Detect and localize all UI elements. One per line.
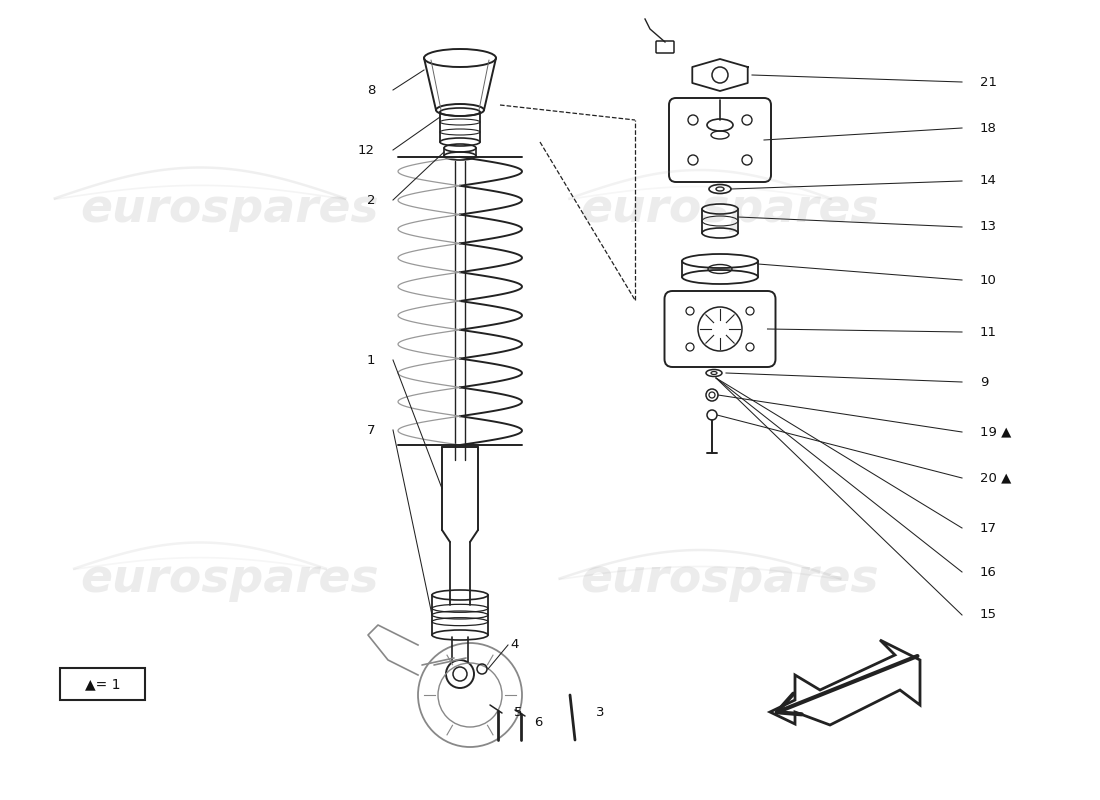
Text: 5: 5	[514, 706, 522, 718]
Text: 17: 17	[980, 522, 997, 534]
Text: 3: 3	[596, 706, 604, 718]
Text: 6: 6	[534, 715, 542, 729]
Text: eurospares: eurospares	[80, 187, 380, 233]
Text: eurospares: eurospares	[581, 187, 879, 233]
Text: 14: 14	[980, 174, 997, 187]
Text: eurospares: eurospares	[581, 558, 879, 602]
Text: ▲= 1: ▲= 1	[85, 677, 120, 691]
Text: 10: 10	[980, 274, 997, 286]
Text: 19 ▲: 19 ▲	[980, 426, 1011, 438]
Text: 16: 16	[980, 566, 997, 578]
Text: 11: 11	[980, 326, 997, 338]
Text: 2: 2	[366, 194, 375, 206]
Text: 20 ▲: 20 ▲	[980, 471, 1011, 485]
Text: 12: 12	[358, 143, 375, 157]
Text: 8: 8	[366, 83, 375, 97]
Text: 15: 15	[980, 609, 997, 622]
Text: 13: 13	[980, 221, 997, 234]
Text: 9: 9	[980, 375, 989, 389]
Text: 18: 18	[980, 122, 997, 134]
Text: 7: 7	[366, 423, 375, 437]
Text: eurospares: eurospares	[80, 558, 380, 602]
Text: 4: 4	[510, 638, 518, 651]
Text: 21: 21	[980, 75, 997, 89]
Text: 1: 1	[366, 354, 375, 366]
